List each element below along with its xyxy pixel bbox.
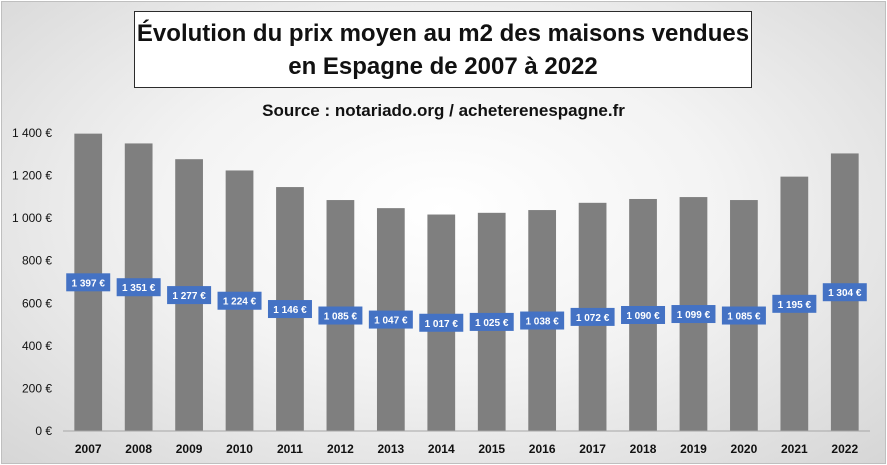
x-tick-label: 2019 xyxy=(680,442,707,456)
data-label-box xyxy=(66,273,111,292)
chart-title: Évolution du prix moyen au m2 des maison… xyxy=(134,11,752,88)
data-label: 1 047 € xyxy=(374,316,408,327)
x-tick-label: 2021 xyxy=(781,442,808,456)
data-label: 1 277 € xyxy=(172,291,206,302)
x-tick-label: 2018 xyxy=(630,442,657,456)
data-label: 1 038 € xyxy=(525,317,559,328)
y-tick-label: 200 € xyxy=(22,381,52,395)
x-tick-label: 2008 xyxy=(125,442,152,456)
data-label-box xyxy=(368,310,413,329)
x-tick-label: 2009 xyxy=(176,442,203,456)
data-label-box xyxy=(520,311,565,330)
x-tick-label: 2013 xyxy=(377,442,404,456)
data-label-box xyxy=(570,307,615,326)
data-label: 1 072 € xyxy=(576,313,610,324)
data-label: 1 017 € xyxy=(425,319,459,330)
data-label: 1 351 € xyxy=(122,283,156,294)
data-label-box xyxy=(621,305,666,324)
data-label-box xyxy=(167,286,212,305)
data-label-box xyxy=(721,306,766,325)
data-label: 1 090 € xyxy=(626,311,660,322)
data-label: 1 195 € xyxy=(778,300,812,311)
x-tick-label: 2015 xyxy=(478,442,505,456)
x-tick-label: 2017 xyxy=(579,442,606,456)
y-tick-label: 600 € xyxy=(22,296,52,310)
data-label-box xyxy=(217,291,262,310)
y-tick-label: 1 000 € xyxy=(12,211,52,225)
y-tick-label: 1 400 € xyxy=(12,126,52,140)
data-label: 1 099 € xyxy=(677,310,711,321)
data-label-box xyxy=(772,294,817,313)
data-label-box xyxy=(267,300,312,319)
x-tick-label: 2020 xyxy=(731,442,758,456)
data-label: 1 304 € xyxy=(828,288,862,299)
data-label-box xyxy=(671,305,716,324)
data-label: 1 146 € xyxy=(273,305,307,316)
y-tick-label: 400 € xyxy=(22,339,52,353)
data-label-box xyxy=(318,306,363,325)
data-label-box xyxy=(116,278,161,297)
chart-title-line-1: Évolution du prix moyen au m2 des maison… xyxy=(136,19,750,47)
data-label-box xyxy=(469,312,514,331)
chart-subtitle: Source : notariado.org / acheterenespagn… xyxy=(262,101,625,120)
data-label-box xyxy=(822,283,867,302)
x-tick-label: 2011 xyxy=(277,442,303,456)
data-label: 1 085 € xyxy=(727,312,761,323)
x-tick-label: 2010 xyxy=(226,442,253,456)
y-tick-label: 1 200 € xyxy=(12,169,52,183)
y-tick-label: 800 € xyxy=(22,254,52,268)
data-label: 1 224 € xyxy=(223,297,257,308)
x-tick-label: 2012 xyxy=(327,442,354,456)
data-label-box xyxy=(419,313,464,332)
y-tick-label: 0 € xyxy=(35,424,52,438)
x-tick-label: 2016 xyxy=(529,442,556,456)
x-tick-label: 2014 xyxy=(428,442,455,456)
data-label: 1 025 € xyxy=(475,318,509,329)
data-label: 1 085 € xyxy=(324,312,358,323)
data-label: 1 397 € xyxy=(72,278,106,289)
x-tick-label: 2022 xyxy=(831,442,858,456)
chart-title-line-2: en Espagne de 2007 à 2022 xyxy=(288,52,598,80)
x-tick-label: 2007 xyxy=(75,442,102,456)
